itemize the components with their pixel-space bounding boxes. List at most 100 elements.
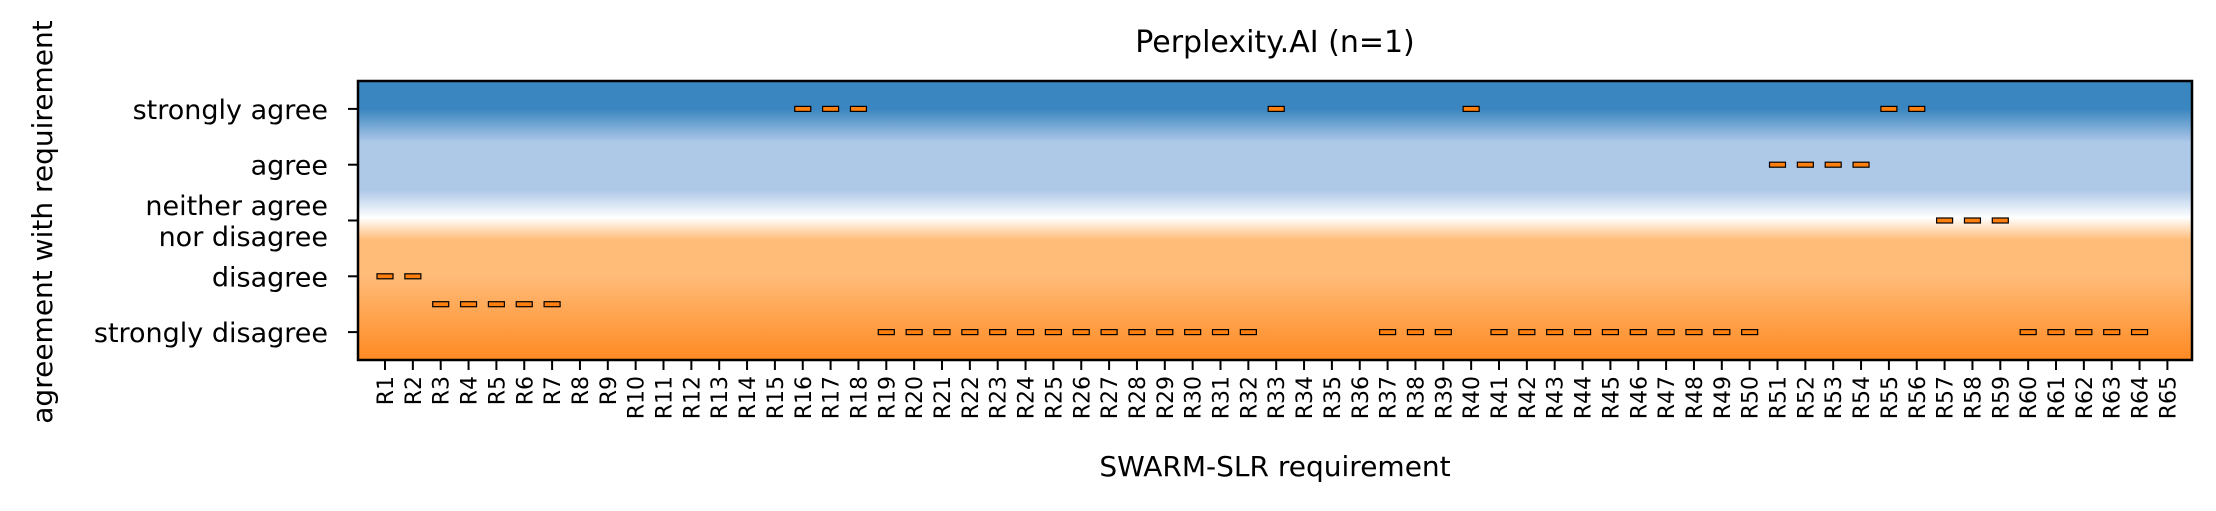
data-point-R40 <box>1462 105 1480 113</box>
x-tick-label: R43 <box>1544 376 1569 419</box>
x-tick-label: R20 <box>903 376 928 419</box>
x-tick-label: R9 <box>597 376 622 405</box>
x-tick-label: R57 <box>1934 376 1959 419</box>
x-tick-label: R55 <box>1878 376 1903 419</box>
x-tick-label: R42 <box>1516 376 1541 419</box>
x-tick-label: R32 <box>1237 376 1262 419</box>
data-point-R37 <box>1378 329 1397 336</box>
data-point-R64 <box>2130 329 2149 336</box>
x-axis-label: SWARM-SLR requirement <box>1099 450 1450 483</box>
x-tick-label: R18 <box>847 376 872 419</box>
x-tick-label: R63 <box>2101 376 2126 419</box>
data-point-R2 <box>404 273 422 280</box>
data-point-R23 <box>989 329 1007 336</box>
data-point-R45 <box>1601 329 1620 336</box>
x-tick-label: R49 <box>1711 376 1736 419</box>
y-tick-label: disagree <box>212 262 328 293</box>
y-tick-label: agree <box>251 151 328 182</box>
x-tick-label: R17 <box>820 376 845 419</box>
x-tick-label: R34 <box>1293 376 1318 419</box>
data-point-R30 <box>1184 329 1202 336</box>
x-tick-label: R41 <box>1488 376 1513 419</box>
x-tick-label: R54 <box>1850 376 1875 419</box>
data-point-R24 <box>1016 329 1035 336</box>
data-point-R44 <box>1573 329 1592 336</box>
data-point-R50 <box>1741 329 1759 336</box>
x-tick-label: R27 <box>1098 376 1123 419</box>
data-point-R29 <box>1156 329 1174 336</box>
x-tick-label: R52 <box>1794 376 1819 419</box>
x-tick-label: R29 <box>1154 376 1179 419</box>
data-point-R57 <box>1935 217 1954 224</box>
data-point-R25 <box>1044 329 1063 336</box>
data-point-R55 <box>1880 105 1898 113</box>
x-tick-label: R36 <box>1349 376 1374 419</box>
x-tick-label: R16 <box>792 376 817 419</box>
x-tick-label: R10 <box>625 376 650 419</box>
data-point-R56 <box>1908 105 1926 113</box>
data-point-R17 <box>821 105 840 113</box>
x-tick-label: R60 <box>2017 376 2042 419</box>
data-point-R26 <box>1072 329 1090 336</box>
data-point-R19 <box>877 329 895 336</box>
data-point-R42 <box>1518 329 1536 336</box>
data-point-R38 <box>1406 329 1425 336</box>
x-tick-label: R25 <box>1042 376 1067 419</box>
y-tick-label: neither agree nor disagree <box>145 191 328 253</box>
x-tick-label: R8 <box>569 376 594 405</box>
data-point-R5 <box>487 301 505 308</box>
x-tick-label: R33 <box>1265 376 1290 419</box>
data-point-R6 <box>515 301 533 308</box>
x-axis-ticks: R1 R2 R3 R4 R5 R6 R7 R8 R9 R10 R11 R12 R13 R14 R15 R16 R… <box>374 360 2181 419</box>
x-tick-label: R11 <box>653 376 678 419</box>
x-tick-label: R65 <box>2156 376 2181 419</box>
x-tick-label: R44 <box>1572 376 1597 419</box>
plot-background <box>358 81 2192 360</box>
x-tick-label: R53 <box>1822 376 1847 419</box>
x-tick-label: R15 <box>764 376 789 419</box>
data-point-R43 <box>1546 329 1564 336</box>
x-tick-label: R48 <box>1683 376 1708 419</box>
x-tick-label: R64 <box>2129 376 2154 419</box>
y-tick-label: strongly disagree <box>94 318 328 349</box>
x-tick-label: R28 <box>1126 376 1151 419</box>
x-tick-label: R45 <box>1599 376 1624 419</box>
y-tick-label: strongly agree <box>133 95 328 126</box>
data-point-R33 <box>1267 105 1285 113</box>
x-tick-label: R3 <box>430 376 455 405</box>
x-tick-label: R19 <box>875 376 900 419</box>
y-axis-label: agreement with requirement <box>26 20 59 424</box>
x-tick-label: R46 <box>1627 376 1652 419</box>
x-tick-label: R12 <box>680 376 705 419</box>
x-tick-label: R4 <box>458 376 483 405</box>
data-point-R16 <box>794 105 812 113</box>
x-tick-label: R23 <box>987 376 1012 419</box>
x-tick-label: R24 <box>1015 376 1040 419</box>
x-tick-label: R56 <box>1906 376 1931 419</box>
x-tick-label: R47 <box>1655 376 1680 419</box>
chart-title: Perplexity.AI (n=1) <box>1135 25 1415 60</box>
data-point-R61 <box>2047 329 2065 336</box>
x-tick-label: R22 <box>959 376 984 419</box>
data-point-R28 <box>1128 329 1146 336</box>
data-point-R58 <box>1963 217 1982 224</box>
x-tick-label: R39 <box>1432 376 1457 419</box>
data-point-R63 <box>2103 329 2121 336</box>
data-point-R62 <box>2075 329 2093 336</box>
data-point-R54 <box>1852 161 1870 168</box>
data-point-R20 <box>905 329 923 336</box>
data-point-R52 <box>1796 161 1814 168</box>
x-tick-label: R51 <box>1767 376 1792 419</box>
y-axis-ticks: strongly agree agree neither agree nor disa… <box>94 95 358 349</box>
x-tick-label: R7 <box>541 376 566 405</box>
x-tick-label: R26 <box>1070 376 1095 419</box>
data-point-R22 <box>961 329 979 336</box>
x-tick-label: R50 <box>1739 376 1764 419</box>
x-tick-label: R37 <box>1377 376 1402 419</box>
x-tick-label: R6 <box>513 376 538 405</box>
data-point-R49 <box>1713 329 1731 336</box>
x-tick-label: R59 <box>1989 376 2014 419</box>
x-tick-label: R2 <box>402 376 427 405</box>
